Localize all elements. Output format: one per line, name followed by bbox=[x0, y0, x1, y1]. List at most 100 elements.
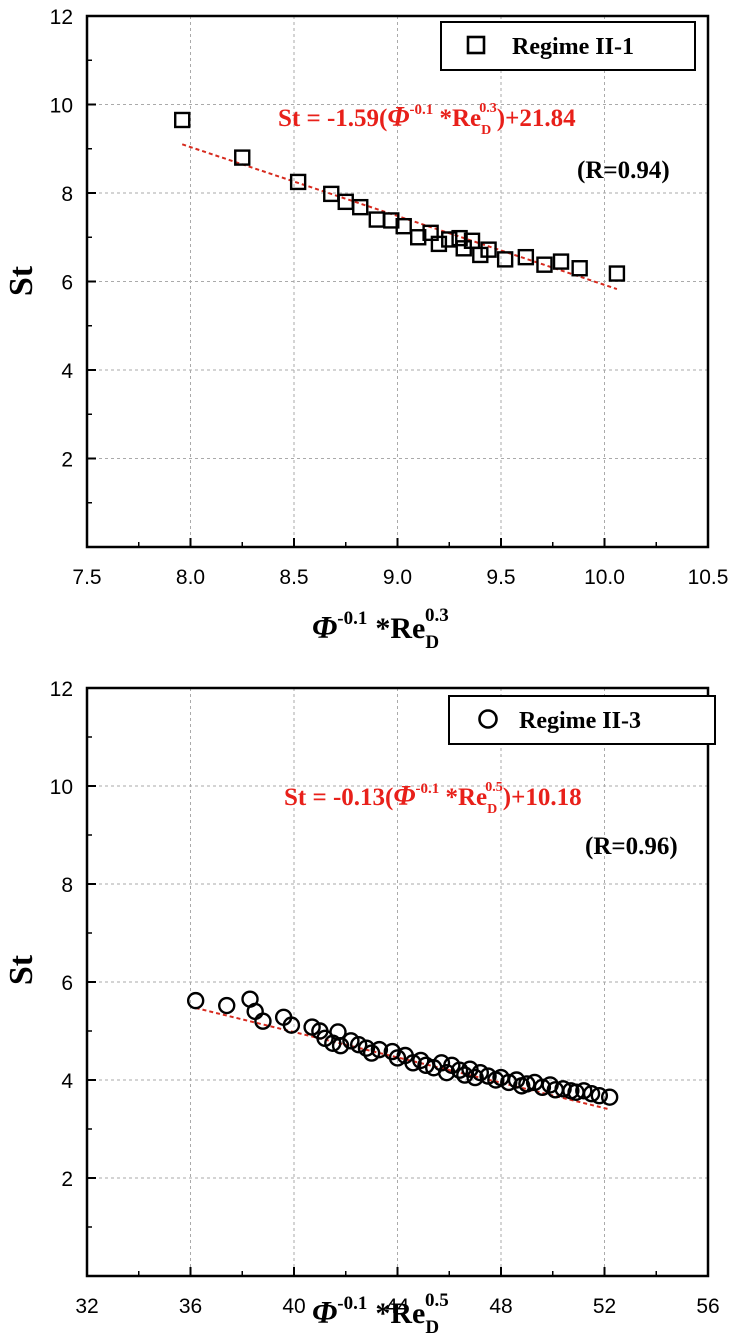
data-point bbox=[218, 996, 236, 1015]
r-value: (R=0.94) bbox=[577, 157, 670, 184]
data-point bbox=[471, 1063, 489, 1082]
data-point bbox=[186, 991, 205, 1010]
data-point bbox=[422, 224, 439, 242]
data-point bbox=[282, 1016, 301, 1034]
data-point bbox=[582, 1085, 601, 1103]
x-tick-label: 8.5 bbox=[279, 566, 308, 589]
data-point bbox=[388, 1049, 407, 1067]
data-point bbox=[254, 1012, 272, 1030]
data-point bbox=[517, 248, 535, 266]
data-point bbox=[383, 212, 400, 229]
data-point bbox=[472, 246, 489, 264]
data-point bbox=[451, 229, 468, 247]
x-tick-label: 32 bbox=[75, 1295, 98, 1318]
data-point bbox=[410, 229, 427, 246]
data-point bbox=[357, 1039, 376, 1057]
tick-marks bbox=[86, 15, 709, 547]
y-axis-label: St bbox=[3, 265, 40, 296]
data-point bbox=[412, 1051, 430, 1070]
data-point bbox=[337, 193, 354, 211]
r-value: (R=0.96) bbox=[585, 833, 678, 860]
tick-labels: 7.5 8.0 8.5 9.0 9.5 10.0 10.5 2 4 6 8 10 12 bbox=[50, 6, 729, 589]
x-tick-label: 10.0 bbox=[584, 566, 625, 589]
tick-labels: 32 36 40 44 48 52 56 2 4 6 8 10 12 bbox=[50, 678, 720, 1318]
y-tick-label: 10 bbox=[50, 95, 73, 118]
x-tick-label: 7.5 bbox=[72, 566, 101, 589]
chart-top: 7.5 8.0 8.5 9.0 9.5 10.0 10.5 2 4 6 8 10 12 Regime I… bbox=[3, 6, 728, 653]
data-point bbox=[430, 235, 448, 253]
legend-label: Regime II-3 bbox=[519, 708, 641, 734]
x-tick-label: 9.0 bbox=[383, 566, 412, 589]
data-point bbox=[575, 1082, 593, 1100]
legend-box bbox=[448, 695, 716, 745]
y-tick-label: 4 bbox=[61, 1070, 73, 1093]
fit-line bbox=[195, 1006, 610, 1111]
x-tick-label: 56 bbox=[696, 1295, 719, 1318]
data-point bbox=[289, 173, 307, 191]
x-tick-label: 8.0 bbox=[176, 566, 205, 589]
y-tick-label: 8 bbox=[61, 183, 73, 206]
data-point bbox=[246, 1002, 264, 1021]
data-point bbox=[496, 251, 514, 268]
fit-line-segment bbox=[195, 1006, 610, 1111]
data-point bbox=[463, 232, 481, 249]
data-point bbox=[404, 1054, 422, 1072]
x-tick-label: 40 bbox=[282, 1295, 305, 1318]
x-tick-label: 48 bbox=[489, 1295, 512, 1318]
fit-line-segment bbox=[181, 143, 618, 290]
legend-square-marker bbox=[466, 35, 486, 55]
y-tick-label: 12 bbox=[50, 6, 73, 29]
x-tick-label: 9.5 bbox=[486, 566, 515, 589]
data-point bbox=[368, 211, 385, 228]
data-point bbox=[571, 260, 588, 277]
y-tick-label: 12 bbox=[50, 678, 73, 701]
data-point bbox=[362, 1044, 381, 1062]
y-tick-label: 4 bbox=[61, 360, 73, 383]
y-tick-label: 6 bbox=[61, 972, 73, 995]
tick-marks bbox=[86, 687, 709, 1276]
x-tick-label: 52 bbox=[593, 1295, 616, 1318]
data-points bbox=[174, 111, 626, 282]
fit-equation: St = -0.13(Φ-0.1 *ReD0.5)+10.18 bbox=[284, 780, 582, 817]
data-point bbox=[331, 1036, 350, 1055]
data-point bbox=[536, 256, 553, 273]
data-point bbox=[432, 1054, 451, 1072]
fit-line bbox=[181, 143, 618, 290]
data-point bbox=[395, 217, 412, 235]
chart-bottom: 32 36 40 44 48 52 56 2 4 6 8 10 12 Regime II-3 St = … bbox=[3, 678, 720, 1338]
data-point bbox=[590, 1086, 609, 1105]
data-point bbox=[441, 231, 458, 248]
data-point bbox=[234, 149, 251, 166]
y-tick-label: 2 bbox=[61, 1168, 73, 1191]
grid-lines bbox=[87, 688, 708, 1276]
y-tick-label: 10 bbox=[50, 776, 73, 799]
data-point bbox=[600, 1088, 619, 1106]
legend-label: Regime II-1 bbox=[512, 34, 634, 60]
x-tick-label: 44 bbox=[386, 1295, 410, 1318]
y-tick-label: 2 bbox=[61, 449, 73, 472]
data-point bbox=[352, 198, 369, 216]
x-axis-label: Φ-0.1 *ReD0.5 bbox=[312, 1290, 449, 1338]
y-tick-label: 6 bbox=[61, 272, 73, 295]
legend: Regime II-1 bbox=[440, 21, 696, 71]
data-point bbox=[608, 265, 626, 282]
legend: Regime II-3 bbox=[448, 695, 716, 745]
data-point bbox=[480, 241, 497, 258]
data-point bbox=[518, 1075, 536, 1093]
y-axis-label: St bbox=[3, 954, 40, 985]
data-point bbox=[370, 1040, 389, 1059]
data-point bbox=[174, 111, 191, 129]
fit-equation: St = -1.59(Φ-0.1 *ReD0.3)+21.84 bbox=[278, 101, 576, 138]
legend-circle-marker bbox=[478, 709, 498, 729]
x-axis-label: Φ-0.1 *ReD0.3 bbox=[312, 605, 449, 653]
data-point bbox=[466, 1068, 484, 1087]
data-point bbox=[552, 253, 570, 270]
x-tick-label: 10.5 bbox=[688, 566, 729, 589]
x-tick-label: 36 bbox=[179, 1295, 202, 1318]
data-point bbox=[349, 1036, 368, 1054]
data-point bbox=[450, 1061, 469, 1079]
data-point bbox=[533, 1078, 552, 1097]
y-tick-label: 8 bbox=[61, 874, 73, 897]
data-points bbox=[186, 990, 619, 1106]
